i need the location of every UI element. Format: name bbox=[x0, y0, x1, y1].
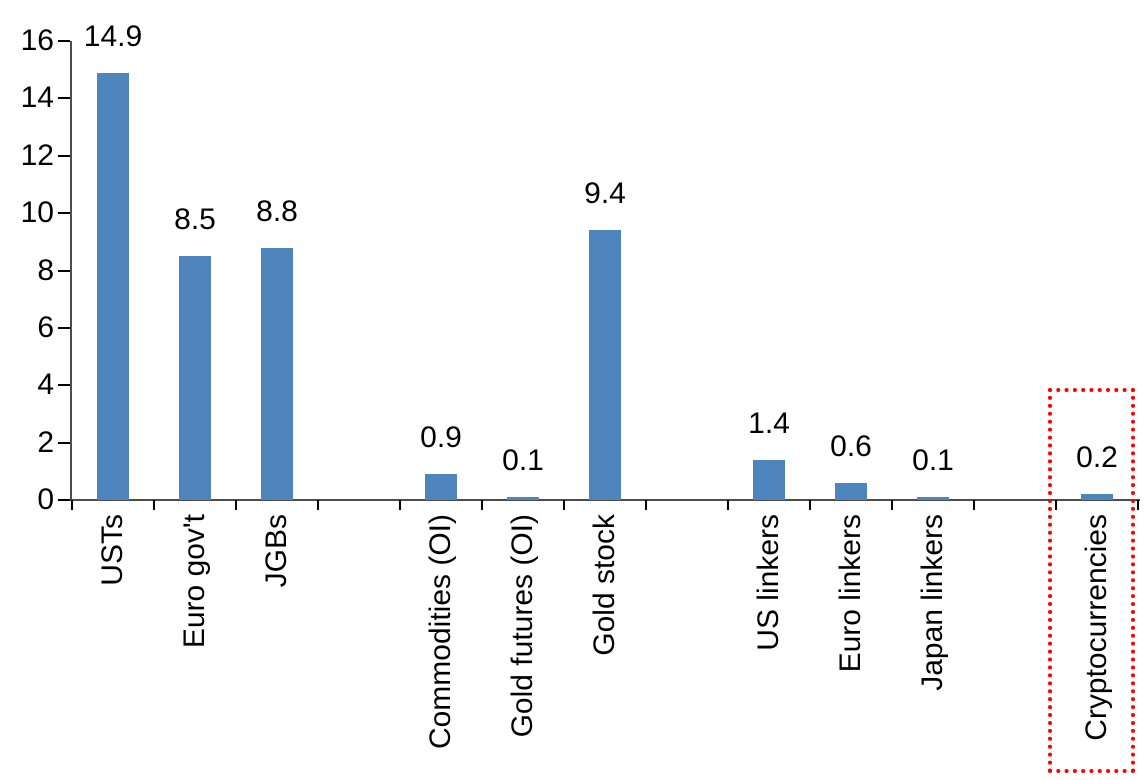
x-axis-tick bbox=[809, 500, 811, 510]
x-axis-tick bbox=[481, 500, 483, 510]
bar bbox=[507, 497, 539, 500]
y-axis-tick bbox=[58, 40, 70, 42]
bar bbox=[1081, 494, 1113, 500]
bar-value-label: 0.1 bbox=[502, 444, 544, 477]
bar-value-label: 0.9 bbox=[420, 421, 462, 454]
y-tick-label: 16 bbox=[20, 24, 54, 57]
x-axis-tick bbox=[235, 500, 237, 510]
bar-value-label: 8.5 bbox=[174, 203, 216, 236]
x-axis-tick bbox=[727, 500, 729, 510]
x-category-label: Gold futures (OI) bbox=[506, 514, 539, 738]
bar bbox=[589, 230, 621, 500]
x-category-label: Commodities (OI) bbox=[424, 514, 457, 750]
bar bbox=[425, 474, 457, 500]
x-axis-tick bbox=[563, 500, 565, 510]
y-tick-label: 6 bbox=[37, 310, 54, 344]
y-tick-label: 12 bbox=[20, 138, 54, 172]
y-tick-label: 2 bbox=[37, 425, 54, 459]
y-axis-tick bbox=[58, 97, 70, 100]
bar-value-label: 9.4 bbox=[584, 177, 626, 210]
bar-value-label: 0.6 bbox=[830, 430, 872, 463]
bar bbox=[97, 73, 129, 500]
x-category-label: Euro linkers bbox=[834, 514, 867, 673]
y-tick-label: 0 bbox=[37, 483, 54, 516]
x-axis-tick bbox=[1055, 500, 1057, 510]
x-category-label: Japan linkers bbox=[916, 514, 949, 691]
x-axis-tick bbox=[1137, 500, 1139, 510]
x-axis-tick bbox=[645, 500, 647, 510]
bar bbox=[179, 256, 211, 500]
bar bbox=[753, 460, 785, 500]
x-axis-tick bbox=[153, 500, 155, 510]
bar bbox=[835, 483, 867, 500]
x-axis-tick bbox=[71, 500, 73, 510]
y-axis-tick bbox=[58, 154, 70, 157]
x-category-label: USTs bbox=[96, 514, 129, 586]
y-axis-tick bbox=[58, 441, 70, 444]
y-axis-tick bbox=[58, 499, 70, 501]
x-category-label: JGBs bbox=[260, 514, 293, 588]
x-category-label: Gold stock bbox=[588, 514, 621, 656]
y-axis-tick bbox=[58, 212, 70, 215]
y-axis-line bbox=[70, 41, 72, 501]
y-axis-tick bbox=[58, 384, 70, 387]
bar-value-label: 8.8 bbox=[256, 195, 298, 228]
x-category-label: Euro gov't bbox=[178, 514, 211, 649]
bar bbox=[261, 248, 293, 500]
bar-value-label: 1.4 bbox=[748, 407, 790, 440]
y-tick-label: 8 bbox=[37, 253, 54, 287]
x-axis-tick bbox=[973, 500, 975, 510]
y-tick-label: 14 bbox=[20, 81, 54, 115]
x-axis-tick bbox=[399, 500, 401, 510]
x-axis-tick bbox=[317, 500, 319, 510]
x-axis-line bbox=[70, 499, 1140, 501]
highlight-box bbox=[1048, 388, 1135, 773]
y-tick-label: 10 bbox=[20, 196, 54, 230]
y-axis-tick bbox=[58, 269, 70, 272]
bar-value-label: 14.9 bbox=[83, 20, 143, 53]
bar-value-label: 0.2 bbox=[1076, 441, 1118, 474]
y-axis-tick bbox=[58, 326, 70, 329]
x-category-label: US linkers bbox=[752, 514, 785, 651]
x-axis-tick bbox=[891, 500, 893, 510]
bar-value-label: 0.1 bbox=[912, 444, 954, 477]
y-tick-label: 4 bbox=[37, 368, 54, 402]
bar bbox=[917, 497, 949, 500]
